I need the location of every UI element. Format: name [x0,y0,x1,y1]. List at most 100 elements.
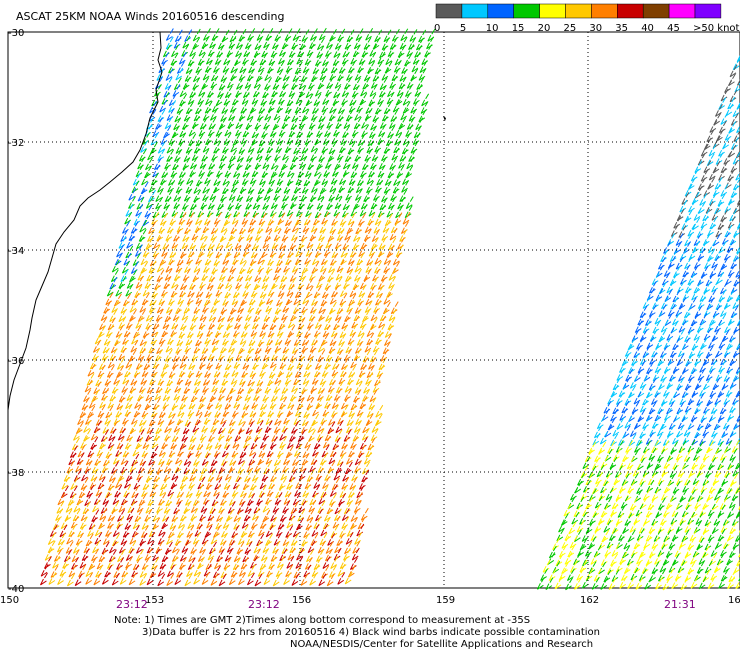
wind-barb [359,315,368,329]
wind-barb [402,92,411,106]
wind-barb [107,396,116,409]
wind-barb [186,564,195,578]
wind-barb [254,228,263,241]
wind-barb [92,347,101,361]
wind-barb [182,35,191,49]
wind-barb [196,516,205,530]
scale-label: 25 [564,23,577,34]
wind-barb [384,325,393,338]
scale-label: 35 [615,23,628,34]
pass-time-3: 21:31 [664,598,696,611]
scale-label: 10 [486,23,499,34]
wind-barb [714,201,723,215]
wind-barb [221,444,230,458]
wind-barb [81,468,89,482]
wind-barb [148,180,157,193]
wind-barb [233,324,241,338]
wind-barb [146,572,155,586]
wind-barb [235,116,244,129]
wind-barb [173,387,182,401]
wind-barb [213,483,222,497]
wind-barb [297,276,306,290]
wind-barb [165,300,174,314]
wind-barb [563,503,572,517]
wind-barb [305,85,314,99]
wind-barb [304,435,313,449]
wind-barb [369,84,378,97]
wind-barb [199,540,208,554]
wind-barb [714,319,723,333]
wind-barb [287,396,296,410]
wind-barb [244,76,253,89]
wind-barb [622,545,630,559]
wind-barb [132,443,141,457]
wind-barb [56,539,65,553]
wind-barb [224,467,233,481]
wind-barb [193,181,202,194]
wind-barb [104,412,113,425]
wind-barb [365,292,374,306]
wind-barb [59,563,68,577]
wind-barb [159,99,168,113]
wind-barb [233,395,242,409]
wind-barb [293,444,302,457]
wind-barb [308,420,316,434]
wind-barb [260,548,269,562]
wind-barb [317,188,326,201]
wind-barb [188,549,197,563]
wind-barb [92,540,100,554]
wind-barb [279,428,288,441]
wind-barb [344,380,353,393]
wind-barb [619,576,628,589]
wind-barb [364,300,373,313]
wind-barb [84,379,93,393]
wind-barb [340,396,349,410]
wind-barb [174,380,183,393]
wind-barb [92,499,100,513]
wind-barb [288,84,297,98]
wind-barb [680,577,689,591]
wind-barb [113,372,122,385]
wind-barb [155,196,164,210]
wind-barb [642,296,651,309]
wind-barb [218,573,227,587]
wind-barb [345,420,354,434]
wind-barb [177,292,186,305]
wind-barb [314,316,323,329]
wind-barb [135,541,144,554]
wind-barb [308,76,316,90]
wind-barb [126,507,135,521]
wind-barb [263,572,272,586]
wind-barb [691,287,700,301]
wind-barb [193,373,202,386]
wind-barb [247,373,256,387]
wind-barb [339,172,347,185]
wind-barb [162,316,171,330]
wind-barb [282,147,290,161]
wind-barb [190,500,199,513]
wind-barb [318,492,327,505]
wind-barb [70,477,79,490]
wind-barb [210,531,219,545]
wind-barb [582,456,591,470]
wind-barb [654,311,663,325]
wind-barb [245,189,254,203]
wind-barb [366,324,375,338]
wind-barb [354,532,363,545]
wind-barb [186,172,195,185]
wind-barb [87,363,96,377]
wind-barb [561,536,570,549]
wind-barb [264,147,273,161]
wind-barb [373,188,381,201]
wind-barb [231,444,240,458]
wind-barb [215,396,223,410]
wind-barb [136,467,145,481]
wind-barb [363,451,372,465]
wind-barb [151,435,160,449]
wind-barb [140,140,149,153]
wind-barb [206,276,215,290]
wind-barb [388,308,397,322]
wind-barb [351,547,360,561]
wind-barb [707,576,716,590]
wind-barb [117,469,126,483]
